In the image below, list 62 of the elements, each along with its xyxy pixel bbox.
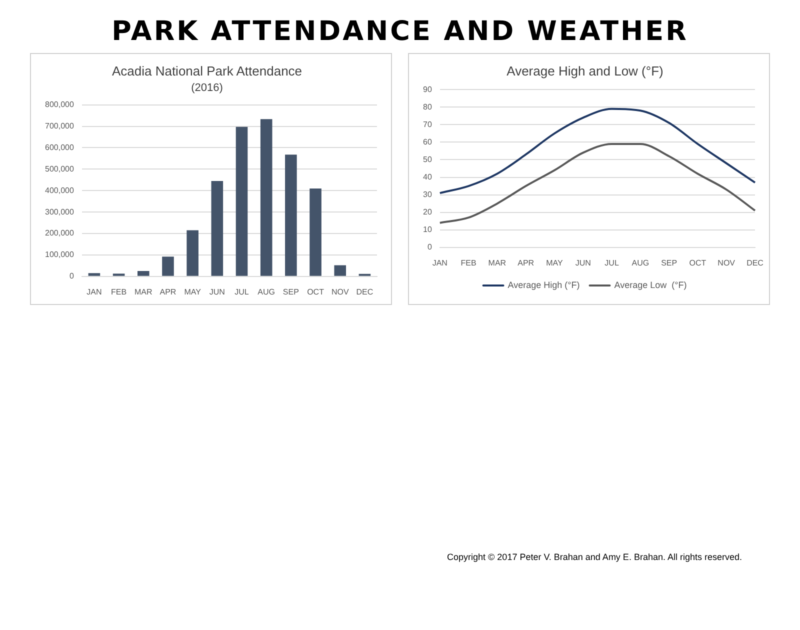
chart-title: Average High and Low (°F)	[506, 63, 664, 78]
x-tick-label: JUL	[234, 287, 250, 296]
text: Copyright © 2017 Peter V. Brahan and Amy E. Brahan. All rights reserved.	[447, 552, 742, 562]
chart-subtitle: (2016)	[191, 82, 223, 94]
x-tick-label: FEB	[111, 287, 127, 296]
x-tick-label: DEC	[746, 258, 764, 268]
x-tick-label: AUG	[258, 287, 276, 296]
x-tick-label: MAR	[134, 287, 153, 296]
y-tick-label: 30	[422, 190, 432, 200]
x-tick-label: JAN	[432, 258, 448, 268]
y-tick-label: 0	[427, 242, 432, 252]
x-tick-label: JAN	[86, 287, 102, 296]
x-tick-label: NOV	[331, 287, 350, 296]
bar	[137, 271, 150, 276]
text: PARK ATTENDANCE AND WEATHER	[110, 16, 690, 47]
y-tick-label: 300,000	[44, 207, 74, 216]
legend-label: Average High (°F)	[508, 280, 580, 290]
line-series	[438, 142, 756, 224]
x-tick-label: OCT	[307, 287, 324, 296]
y-tick-label: 400,000	[44, 186, 74, 195]
x-tick-label: JUL	[604, 258, 620, 268]
bar	[285, 154, 297, 276]
x-tick-label: MAY	[184, 287, 202, 296]
x-tick-label: FEB	[460, 258, 476, 268]
y-tick-label: 100,000	[44, 250, 74, 260]
x-tick-label: AUG	[632, 258, 650, 268]
x-tick-label: DEC	[356, 287, 374, 296]
y-tick-label: 800,000	[44, 100, 74, 110]
bar	[310, 188, 322, 276]
x-tick-label: MAY	[546, 258, 564, 268]
y-tick-label: 200,000	[44, 228, 74, 238]
y-tick-label: 600,000	[44, 142, 74, 152]
y-tick-label: 80	[422, 102, 432, 112]
x-tick-label: JUN	[209, 287, 226, 296]
line-series	[438, 108, 756, 194]
x-tick-label: SEP	[282, 287, 299, 296]
bar	[88, 273, 100, 276]
y-tick-label: 60	[422, 137, 432, 146]
chart-title: Acadia National Park Attendance	[112, 63, 302, 78]
x-tick-label: APR	[518, 258, 534, 268]
y-tick-label: 700,000	[44, 121, 74, 130]
x-tick-label: SEP	[661, 258, 678, 268]
bar	[162, 256, 174, 276]
legend-label: Average Low (°F)	[614, 280, 687, 290]
y-tick-label: 0	[69, 272, 74, 281]
y-tick-label: 40	[422, 172, 432, 182]
y-tick-label: 90	[422, 84, 432, 94]
x-tick-label: OCT	[689, 258, 706, 268]
y-tick-label: 50	[422, 154, 432, 164]
x-tick-label: MAR	[488, 258, 506, 268]
bar	[260, 119, 272, 276]
y-tick-label: 20	[422, 208, 432, 217]
x-tick-label: NOV	[718, 258, 736, 268]
bar	[211, 180, 224, 276]
bar	[334, 265, 346, 276]
bar	[186, 230, 198, 276]
y-tick-label: 70	[422, 120, 432, 129]
bar	[236, 126, 248, 276]
y-tick-label: 500,000	[44, 164, 74, 174]
x-tick-label: JUN	[575, 258, 592, 268]
x-tick-label: APR	[160, 287, 176, 296]
y-tick-label: 10	[422, 225, 432, 234]
